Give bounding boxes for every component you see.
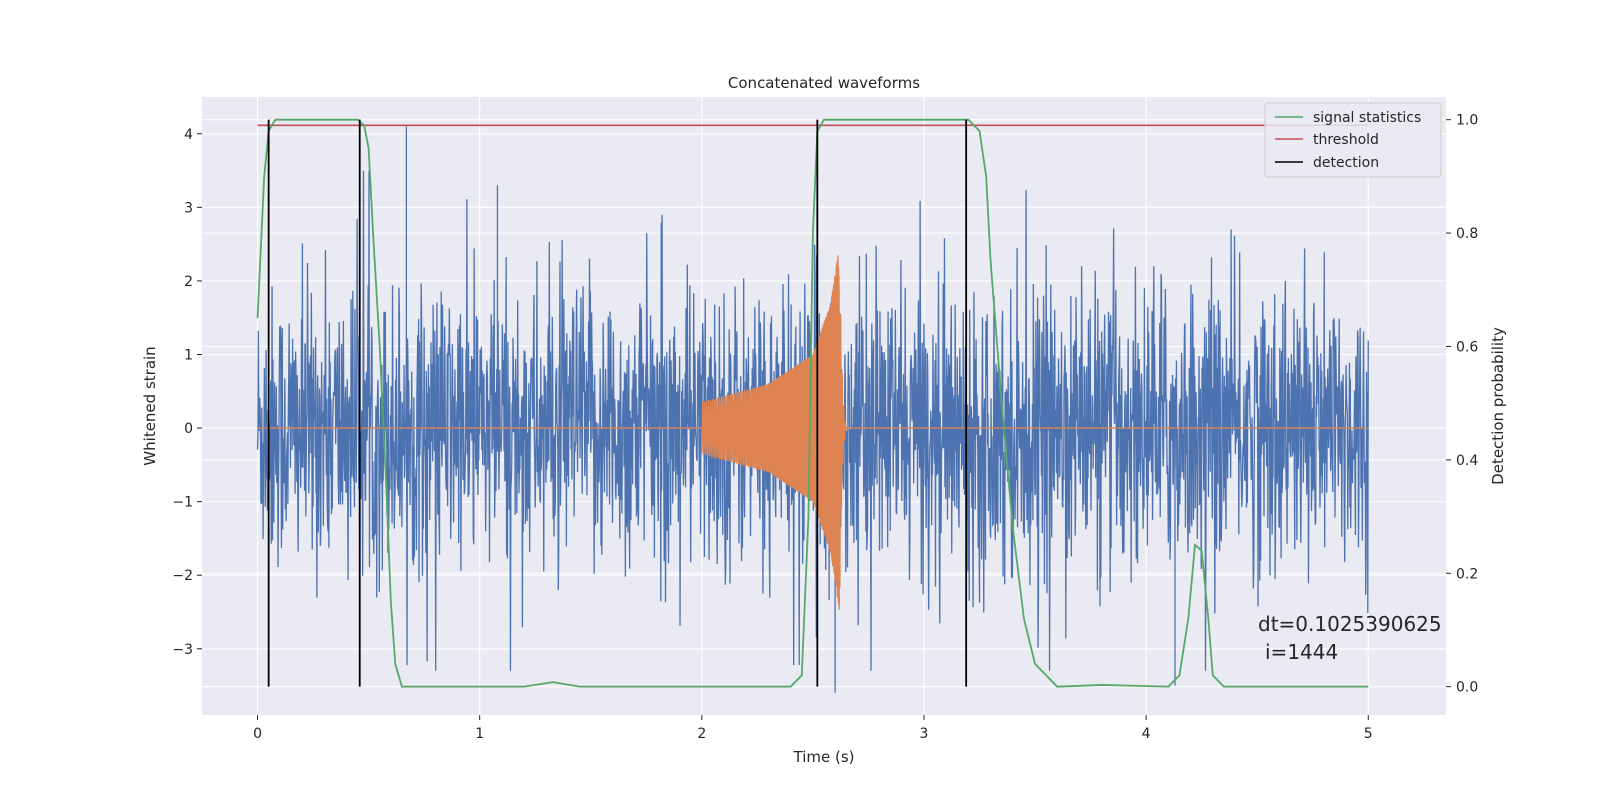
annotation-dt: dt=0.1025390625 bbox=[1258, 612, 1442, 636]
y-left-tick-label: 0 bbox=[184, 421, 193, 437]
legend-label-threshold: threshold bbox=[1313, 132, 1379, 148]
y-right-tick-label: 0.2 bbox=[1456, 566, 1478, 582]
y-left-tick-label: 4 bbox=[184, 127, 193, 143]
y-left-tick-label: −2 bbox=[172, 568, 193, 584]
y-left-tick-label: 3 bbox=[184, 200, 193, 216]
y-left-tick-label: −1 bbox=[172, 495, 193, 511]
y-right-tick-label: 0.4 bbox=[1456, 453, 1478, 469]
y-right-tick-label: 1.0 bbox=[1456, 113, 1478, 129]
y-left-tick-label: 2 bbox=[184, 274, 193, 290]
x-tick-label: 0 bbox=[253, 726, 262, 742]
x-tick-label: 1 bbox=[475, 726, 484, 742]
y-right-tick-label: 0.8 bbox=[1456, 226, 1478, 242]
legend: signal statistics threshold detection bbox=[1264, 102, 1442, 178]
ticks: 0 1 2 3 4 5 −3 −2 −1 0 1 2 3 4 0.0 0.2 0.4 0.6 0.8 1.0 bbox=[172, 113, 1478, 742]
y-axis-right-label: Detection probability bbox=[1489, 327, 1507, 485]
y-right-tick-label: 0.6 bbox=[1456, 339, 1478, 355]
series-chirp bbox=[257, 255, 1369, 610]
signal-statistics-line bbox=[256, 118, 1369, 688]
chart-title: Concatenated waveforms bbox=[728, 74, 920, 92]
x-tick-label: 3 bbox=[920, 726, 929, 742]
y-left-tick-label: 1 bbox=[184, 348, 193, 364]
y-axis-left-label: Whitened strain bbox=[141, 346, 159, 465]
legend-box bbox=[1264, 102, 1442, 178]
chirp-line bbox=[257, 255, 1369, 610]
x-axis-label: Time (s) bbox=[793, 748, 855, 766]
y-right-tick-label: 0.0 bbox=[1456, 680, 1478, 696]
legend-label-signal-statistics: signal statistics bbox=[1313, 110, 1421, 126]
annotation-i: i=1444 bbox=[1265, 640, 1338, 664]
y-left-tick-label: −3 bbox=[172, 642, 193, 658]
legend-label-detection: detection bbox=[1313, 155, 1379, 171]
series-right-axis bbox=[256, 118, 1369, 688]
x-tick-label: 2 bbox=[697, 726, 706, 742]
x-tick-label: 5 bbox=[1364, 726, 1373, 742]
x-tick-label: 4 bbox=[1142, 726, 1151, 742]
